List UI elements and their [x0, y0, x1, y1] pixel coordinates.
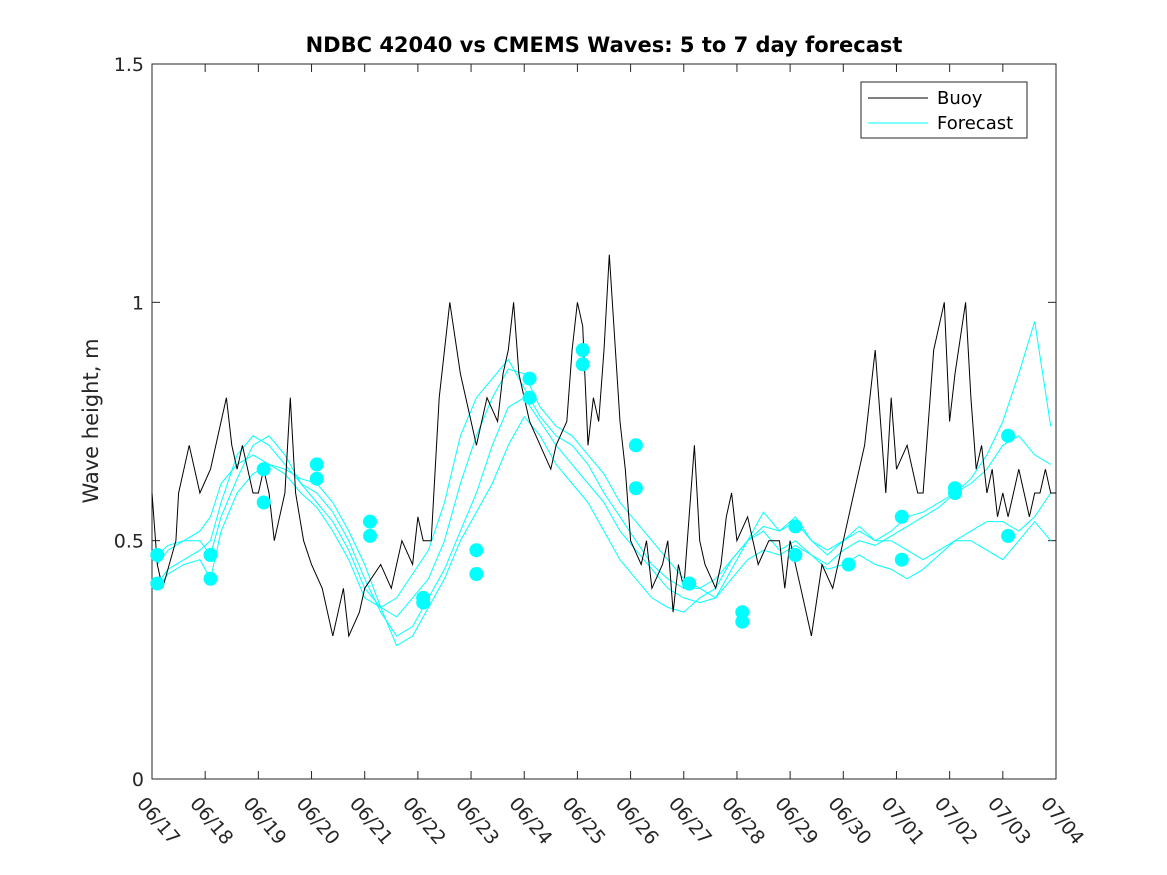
forecast-marker [894, 552, 909, 567]
forecast-marker [363, 514, 377, 529]
forecast-marker [256, 495, 271, 510]
forecast-marker [522, 371, 537, 386]
forecast-marker [1001, 528, 1016, 543]
forecast-series-line [156, 397, 1052, 637]
forecast-marker [788, 548, 803, 562]
forecast-marker [894, 509, 909, 524]
forecast-marker [150, 576, 165, 591]
forecast-marker [256, 462, 271, 477]
forecast-marker [469, 543, 484, 558]
legend-buoy-label: Buoy [937, 88, 983, 109]
forecast-marker [150, 548, 165, 562]
y-tick-label: 0 [132, 769, 144, 791]
forecast-marker [1001, 428, 1016, 443]
y-tick-label: 1.5 [114, 54, 144, 76]
forecast-marker [522, 390, 537, 405]
forecast-marker [363, 528, 377, 543]
y-axis-label: Wave height, m [79, 338, 103, 503]
legend-box [860, 81, 1028, 139]
forecast-marker [735, 614, 750, 629]
plot-area [151, 63, 1057, 780]
forecast-marker [309, 457, 324, 472]
y-tick-label: 1 [132, 292, 144, 314]
chart-title: NDBC 42040 vs CMEMS Waves: 5 to 7 day fo… [306, 33, 903, 57]
buoy-series-line [151, 254, 1056, 638]
y-tick-label: 0.5 [114, 531, 144, 553]
forecast-marker [948, 486, 962, 500]
forecast-marker [682, 576, 697, 591]
forecast-series-line [156, 415, 1052, 647]
forecast-marker [575, 343, 590, 357]
forecast-marker [628, 438, 643, 453]
legend: Buoy Forecast [860, 81, 1028, 139]
forecast-marker [628, 481, 643, 496]
marker-layer [150, 343, 1016, 629]
forecast-marker [575, 357, 590, 372]
forecast-series-line [156, 358, 1051, 608]
forecast-marker [788, 519, 803, 534]
axis-ticks [151, 63, 1057, 780]
legend-forecast-label: Forecast [937, 113, 1013, 134]
forecast-marker [469, 567, 484, 581]
series-layer [151, 254, 1056, 647]
forecast-marker [416, 595, 431, 610]
forecast-marker [203, 571, 218, 586]
forecast-marker [203, 548, 218, 562]
forecast-marker [309, 471, 324, 486]
forecast-marker [841, 557, 856, 572]
